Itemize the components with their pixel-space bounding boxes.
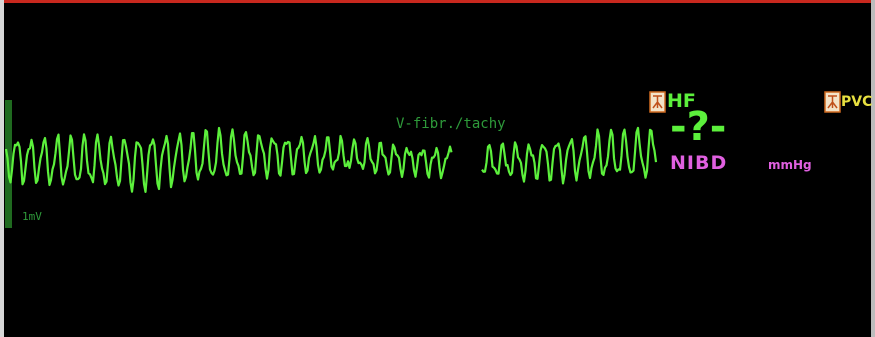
monitor-graphics <box>0 0 875 337</box>
top-border <box>0 0 875 3</box>
right-edge <box>871 0 875 337</box>
alarm-icon <box>650 92 665 112</box>
rhythm-label: V-fibr./tachy <box>396 116 506 132</box>
parameter-unit: mmHg <box>768 158 812 172</box>
scale-label: 1mV <box>22 210 42 223</box>
monitor-screen: V-fibr./tachy 1mV HF PVC -?- NIBD mmHg <box>0 0 875 337</box>
ecg-waveform <box>6 128 656 192</box>
parameter-name: NIBD <box>670 152 727 174</box>
alarm-label: PVC <box>841 94 872 110</box>
alarm-icon <box>825 92 840 112</box>
parameter-value: -?- <box>670 104 726 150</box>
left-edge <box>0 0 4 337</box>
